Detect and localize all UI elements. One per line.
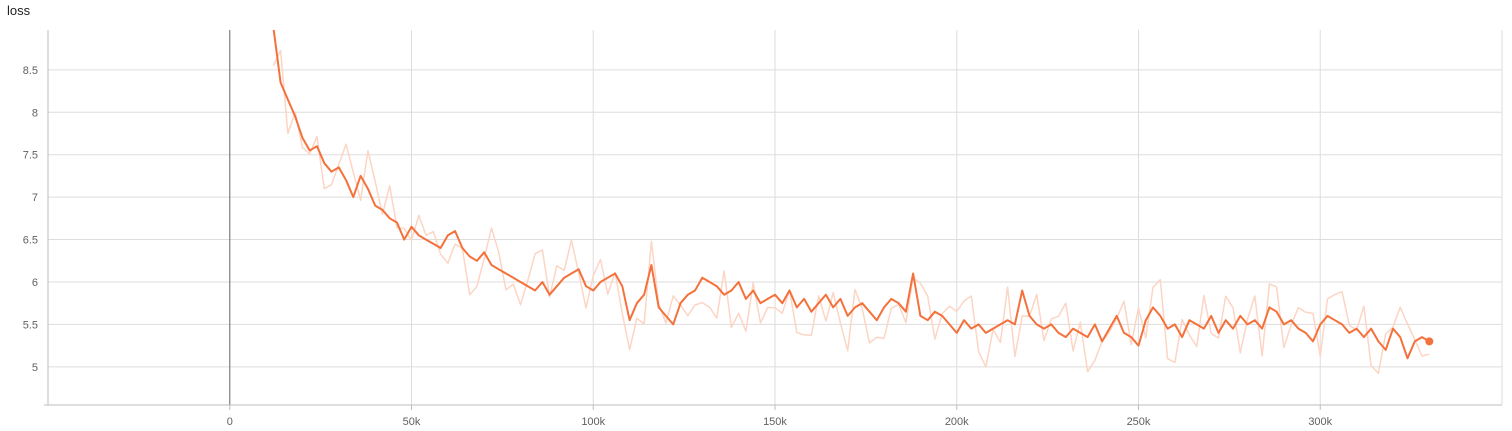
chart-title: loss (7, 3, 31, 18)
y-tick-label: 8 (32, 107, 38, 119)
x-tick-label: 200k (945, 416, 969, 428)
x-tick-label: 250k (1127, 416, 1151, 428)
y-tick-label: 5.5 (23, 319, 38, 331)
x-tick-label: 0 (227, 416, 233, 428)
tick-labels: 5 5.5 6 6.5 7 7.5 8 8.5 0 50k 100k 150k 200k 250k 300k (23, 65, 1333, 428)
grid-lines (48, 30, 1502, 405)
raw-loss-series (272, 49, 1430, 375)
y-tick-label: 8.5 (23, 65, 38, 77)
x-tick-label: 300k (1308, 416, 1332, 428)
raw-loss-line (272, 49, 1430, 375)
smoothed-loss-line (272, 30, 1430, 360)
x-tick-label: 100k (581, 416, 605, 428)
smoothed-loss-series (272, 30, 1434, 360)
last-point-marker (1425, 337, 1434, 346)
axes (44, 30, 1503, 410)
y-tick-label: 7 (32, 192, 38, 204)
x-tick-label: 150k (763, 416, 787, 428)
x-tick-label: 50k (403, 416, 421, 428)
y-tick-label: 6 (32, 277, 38, 289)
y-tick-label: 7.5 (23, 150, 38, 162)
y-tick-label: 6.5 (23, 235, 38, 247)
y-tick-label: 5 (32, 362, 38, 374)
